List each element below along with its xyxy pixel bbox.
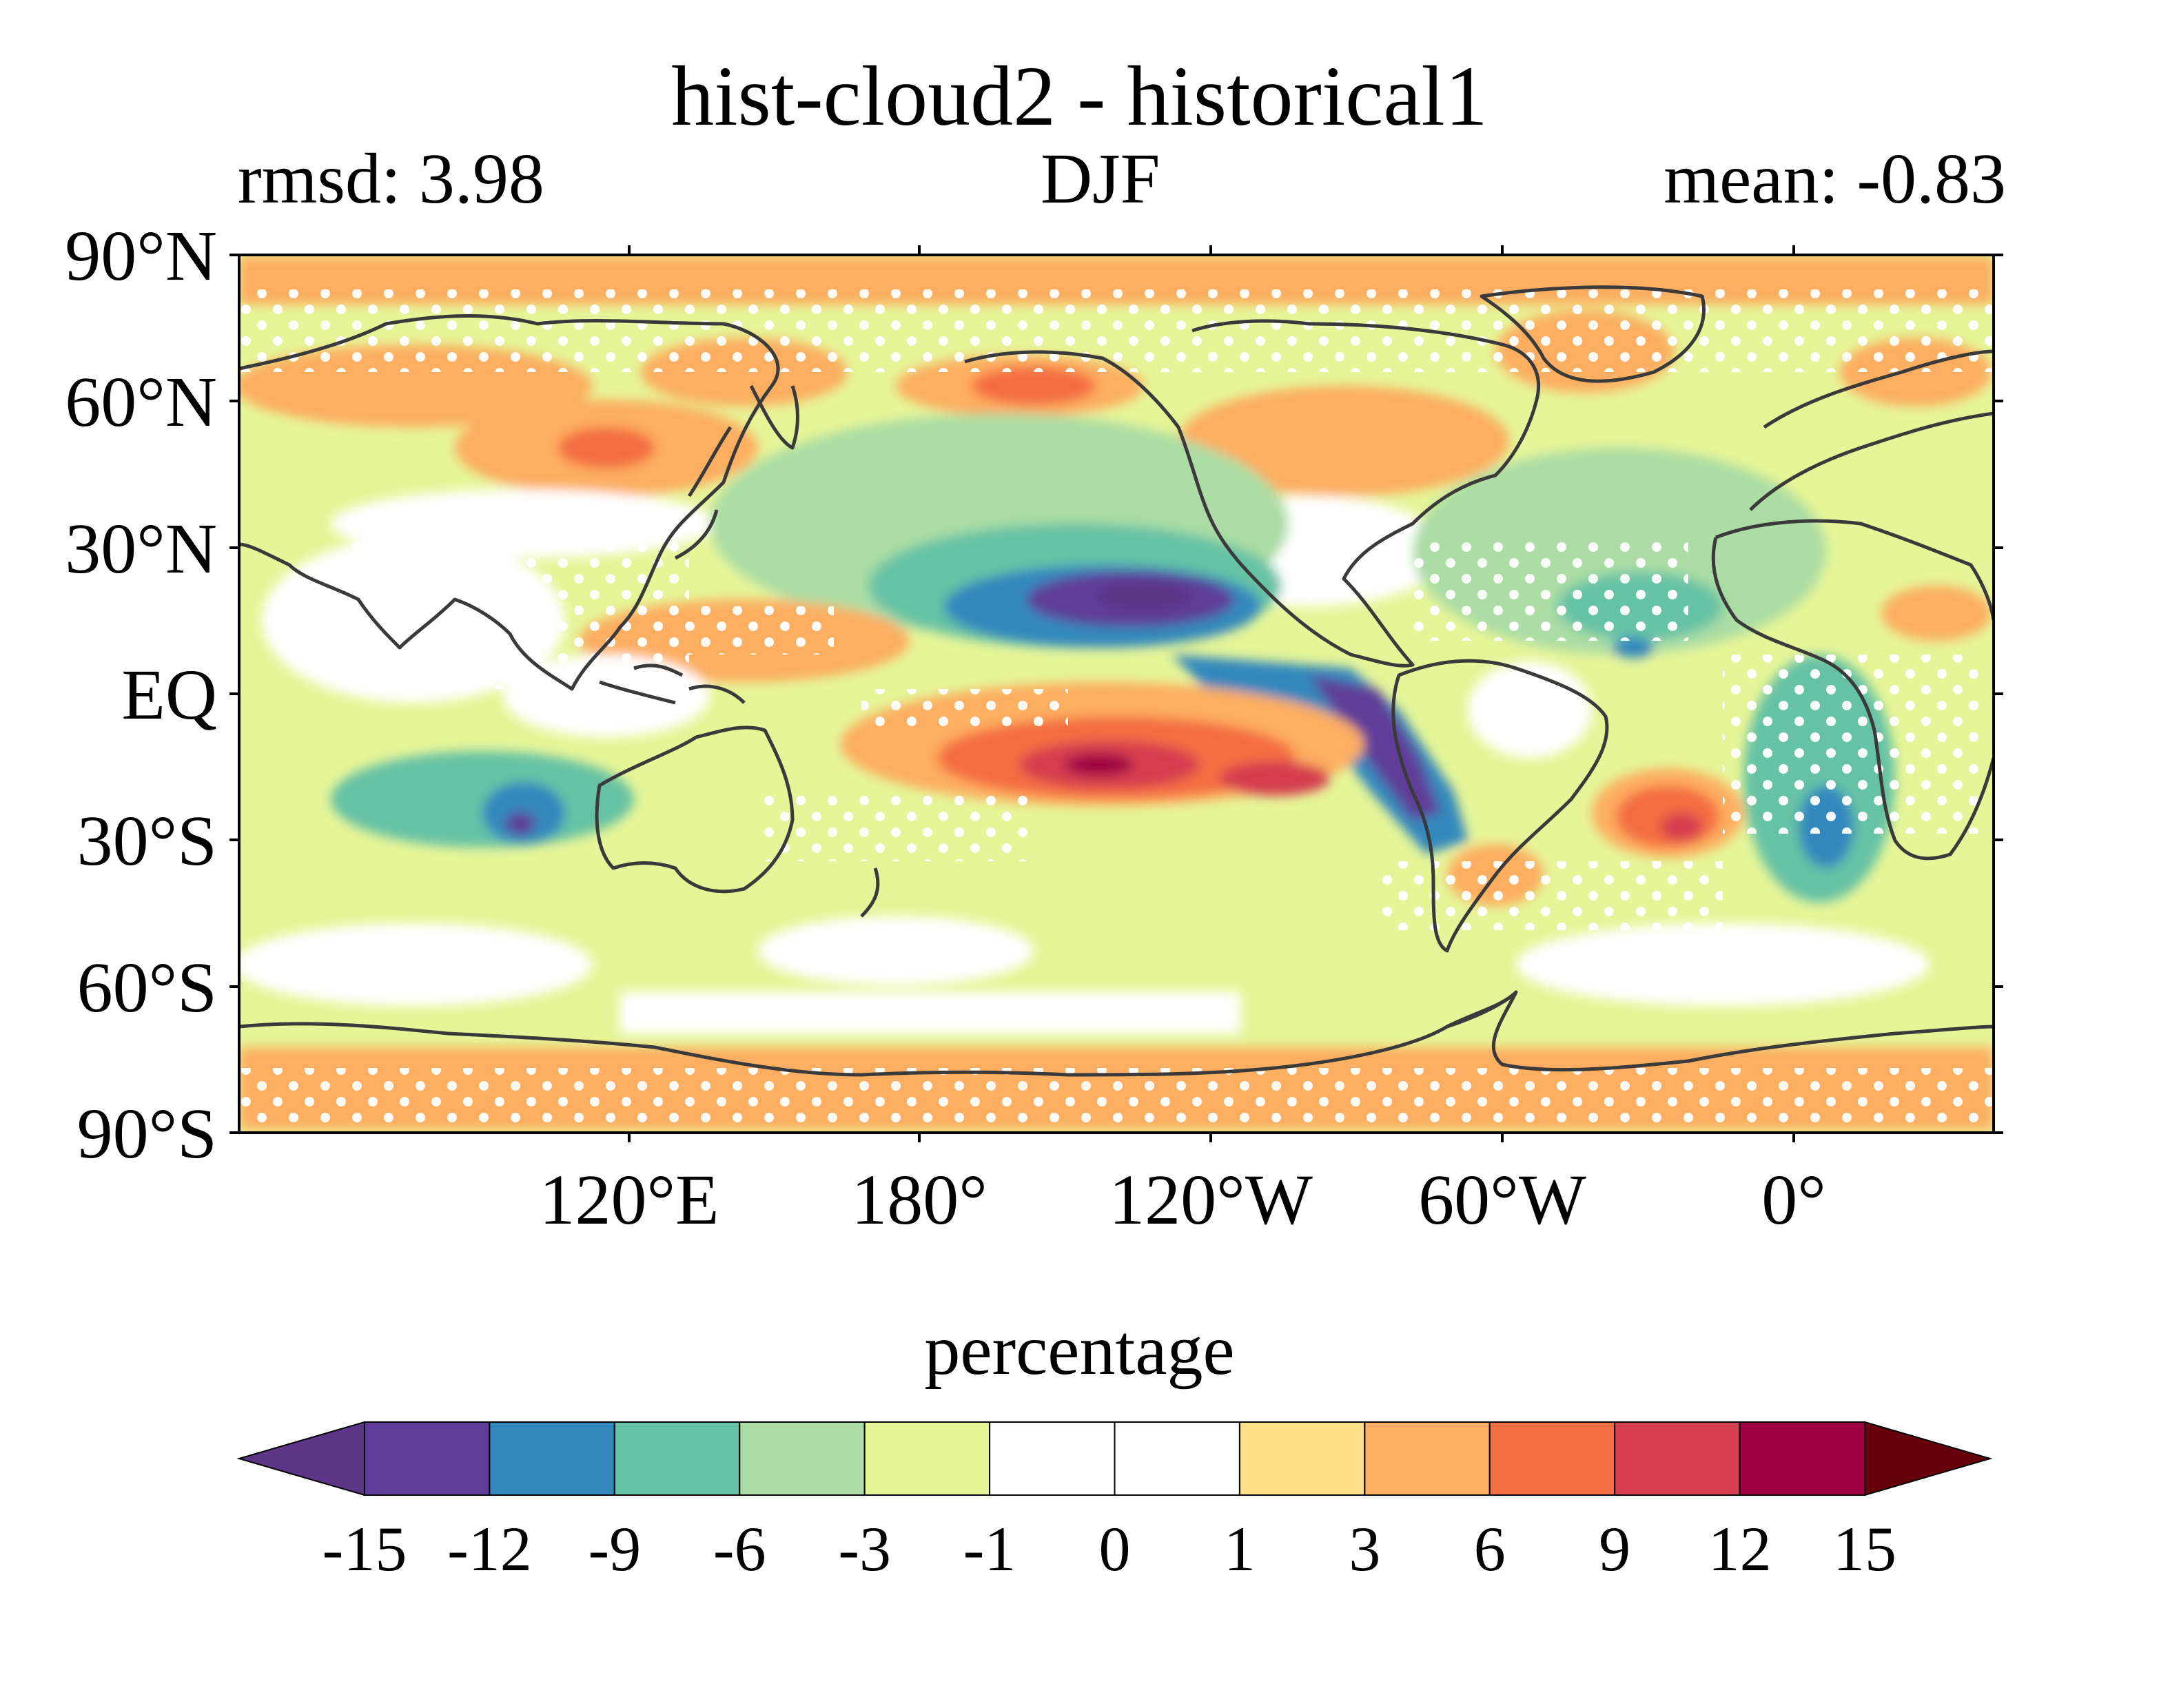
colorbar-cell (739, 1421, 866, 1496)
australia-coast (595, 726, 795, 894)
amazon-neutral (1468, 661, 1592, 758)
rmsd-label: rmsd: 3.98 (238, 139, 544, 218)
colorbar-cells (364, 1421, 1865, 1496)
colorbar-under-extension (236, 1421, 365, 1496)
north-america-positive (1178, 386, 1509, 496)
y-tick-label-60n: 60°N (65, 362, 217, 442)
colorbar-tick-label: 6 (1473, 1514, 1506, 1584)
colorbar-tick-label: -3 (838, 1514, 891, 1584)
y-tick-label-eq: EQ (121, 655, 217, 734)
colorbar-cell (489, 1421, 615, 1496)
colorbar-cell (613, 1421, 741, 1496)
antarctic-neutral-band (620, 992, 1240, 1033)
colorbar-tick-label: -12 (447, 1514, 532, 1584)
colorbar-cell (1364, 1421, 1491, 1496)
antarctica-coast (239, 990, 1994, 1077)
indonesia-coast (599, 663, 746, 705)
y-tick-label-30n: 30°N (65, 509, 217, 588)
season-label: DJF (1041, 139, 1160, 218)
kamchatka-coast (749, 384, 799, 450)
x-tick-label-120e: 120°E (539, 1160, 719, 1239)
colorbar-label: percentage (924, 1310, 1235, 1390)
colorbar-cell (989, 1421, 1116, 1496)
y-tick-label-90s: 90°S (76, 1094, 217, 1173)
africa-coast (1711, 519, 1994, 861)
colorbar-tick-label: 15 (1833, 1514, 1896, 1584)
colorbar-cell (1739, 1421, 1865, 1496)
x-tick-label-120w: 120°W (1109, 1160, 1313, 1239)
antarctic-peninsula (1446, 991, 1517, 1029)
colorbar-cell (1114, 1421, 1240, 1496)
x-tick-marks (628, 245, 1795, 1142)
southern-ocean-neutral-3 (1516, 923, 1930, 1006)
south-pacific-east-red (1220, 761, 1330, 796)
y-tick-label-60s: 60°S (76, 948, 217, 1027)
mean-label: mean: -0.83 (1664, 139, 2006, 218)
eurasia-warm-core (558, 427, 655, 469)
japan-coast (674, 426, 733, 560)
south-pacific-core (1065, 754, 1134, 776)
x-tick-label-0: 0° (1761, 1160, 1826, 1239)
x-tick-label-60w: 60°W (1418, 1160, 1586, 1239)
colorbar-tick-label: -15 (322, 1514, 407, 1584)
map-area (239, 255, 1994, 1133)
colorbar-cell (364, 1421, 491, 1496)
coastlines (239, 285, 1994, 1077)
y-tick-label-30s: 30°S (76, 801, 217, 881)
asia-coast (239, 313, 780, 691)
colorbar-tick-label: 0 (1098, 1514, 1131, 1584)
figure-title: hist-cloud2 - historical1 (671, 49, 1488, 143)
europe-coast (1749, 349, 1994, 511)
colorbar-cell (863, 1421, 991, 1496)
colorbar-tick-label: 3 (1349, 1514, 1381, 1584)
colorbar-cell (1238, 1421, 1366, 1496)
y-tick-marks (229, 254, 2003, 1134)
colorbar-cell (1488, 1421, 1616, 1496)
africa-positive (1881, 586, 1992, 641)
colorbar-over-extension (1864, 1421, 1993, 1496)
stippling (239, 289, 1994, 1123)
indian-ocean-green (331, 751, 634, 847)
south-atlantic-core (1661, 813, 1702, 841)
colorbar-tick-label: -6 (713, 1514, 766, 1584)
colorbar (236, 1421, 1993, 1496)
bering-core (972, 367, 1096, 405)
greenland-coast (1480, 285, 1706, 383)
north-america-coast (964, 319, 1541, 668)
colorbar-tick-label: -1 (963, 1514, 1016, 1584)
southern-ocean-neutral-1 (239, 923, 593, 1006)
south-atlantic-red (1616, 785, 1719, 847)
southern-ocean-neutral-2 (758, 916, 1034, 985)
north-atlantic-blue (1613, 637, 1654, 658)
y-tick-label-90n: 90°N (65, 216, 217, 296)
colorbar-tick-label: 12 (1708, 1514, 1772, 1584)
colorbar-tick-label: 1 (1223, 1514, 1256, 1584)
x-tick-label-180: 180° (851, 1160, 988, 1239)
colorbar-tick-label: -9 (588, 1514, 642, 1584)
central-pacific-core (1096, 581, 1192, 611)
new-zealand-coast (860, 867, 880, 918)
colorbar-tick-label: 9 (1599, 1514, 1631, 1584)
colorbar-cell (1614, 1421, 1741, 1496)
indian-ocean-core (505, 812, 535, 834)
east-pacific-band (1171, 655, 1468, 854)
south-america-coast (1391, 659, 1609, 953)
